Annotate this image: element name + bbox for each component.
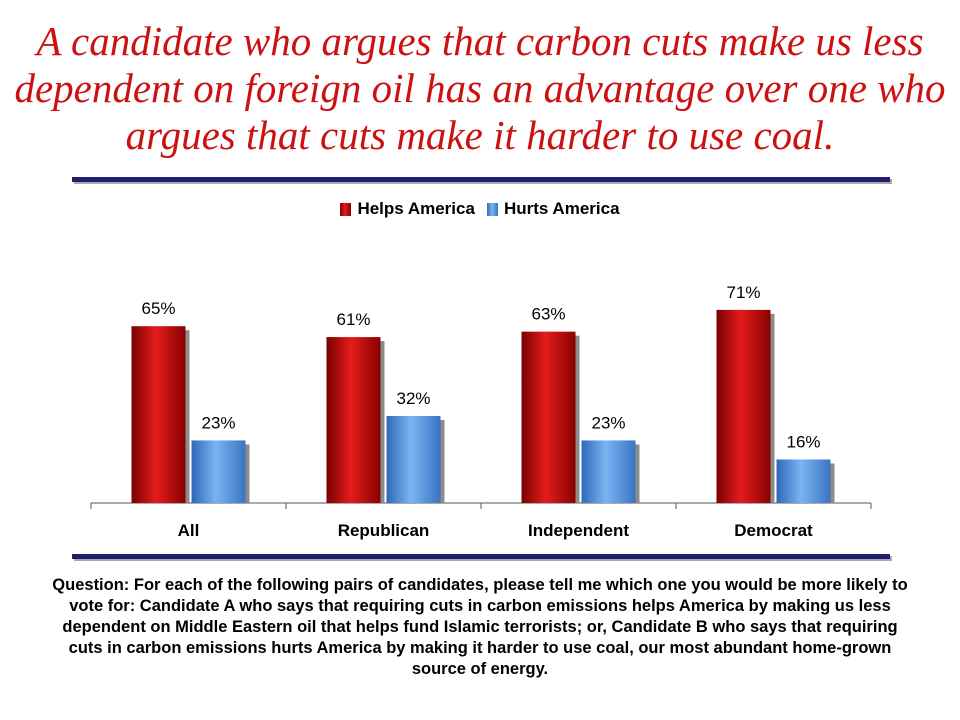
data-label: 16% (786, 432, 820, 451)
data-label: 63% (531, 305, 565, 324)
legend-label-helps: Helps America (357, 199, 475, 218)
bar-hurts-all (191, 440, 246, 503)
bar-helps-independent (521, 331, 576, 503)
bottom-divider (72, 554, 890, 559)
x-tick-label: All (178, 521, 200, 540)
bar-helps-all (131, 326, 186, 503)
bar-hurts-republican (386, 415, 441, 503)
legend-swatch-helps (340, 202, 352, 216)
x-tick-label: Independent (528, 521, 629, 540)
bar-helps-republican (326, 337, 381, 503)
data-label: 71% (726, 283, 760, 302)
legend-item-hurts: Hurts America (486, 199, 620, 219)
question-text: Question: For each of the following pair… (52, 576, 908, 678)
bar-hurts-independent (581, 440, 636, 503)
data-label: 32% (396, 389, 430, 408)
legend-swatch-hurts (486, 202, 498, 216)
top-divider (72, 177, 890, 182)
x-tick-label: Republican (338, 521, 430, 540)
legend-item-helps: Helps America (340, 199, 475, 219)
data-label: 61% (336, 310, 370, 329)
legend-label-hurts: Hurts America (503, 199, 620, 218)
data-label: 65% (141, 299, 175, 318)
data-label: 23% (591, 413, 625, 432)
chart-title: A candidate who argues that carbon cuts … (14, 18, 946, 158)
x-tick-label: Democrat (734, 521, 813, 540)
bar-hurts-democrat (776, 459, 831, 503)
bar-chart: 65% 23% All 61% 32% Republican 63% 23% Independe… (90, 283, 872, 540)
bar-helps-democrat (716, 309, 771, 503)
legend: Helps America Hurts America (0, 199, 960, 219)
data-label: 23% (201, 413, 235, 432)
